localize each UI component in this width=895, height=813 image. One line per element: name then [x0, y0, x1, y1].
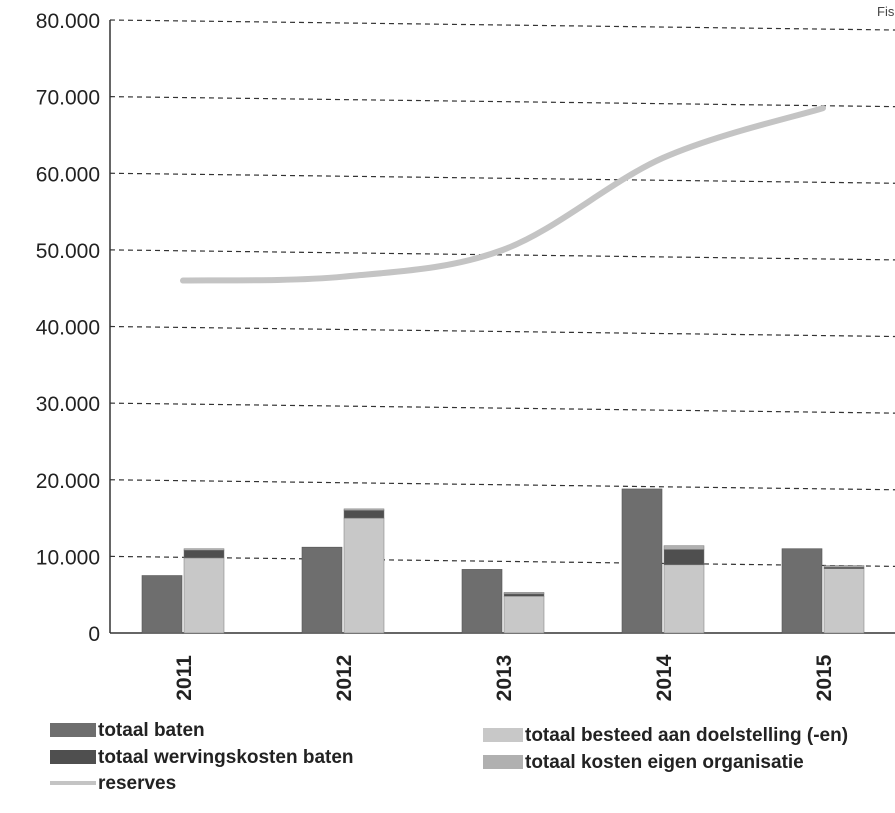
legend-swatch-totaal-baten [50, 723, 96, 737]
legend-label-reserves: reserves [98, 773, 176, 794]
x-tick-label: 2011 [173, 655, 196, 701]
y-tick-label: 10.000 [36, 546, 100, 569]
point-reserves [821, 106, 825, 110]
bar-totaal-wervingskosten-baten [663, 549, 705, 566]
bar-totaal-wervingskosten-baten [343, 510, 385, 519]
grid-layer [109, 19, 895, 634]
legend-label-totaal-besteed-aan-doelstelling-en: totaal besteed aan doelstelling (-en) [525, 725, 848, 746]
y-tick-label: 40.000 [36, 317, 100, 340]
bar-totaal-kosten-eigen-organisatie [823, 565, 865, 568]
gridline [109, 325, 895, 338]
y-tick-label: 60.000 [36, 163, 100, 186]
legend: totaal baten totaal wervingskosten baten r… [50, 720, 848, 794]
x-tick-label: 2014 [653, 654, 676, 701]
legend-swatch-totaal-wervingskosten-baten [50, 750, 96, 764]
bar-totaal-wervingskosten-baten [183, 549, 225, 559]
gridline [109, 172, 895, 184]
bar-layer [141, 488, 865, 634]
point-reserves [181, 279, 185, 283]
bar-totaal-baten [781, 548, 823, 634]
bar-totaal-kosten-eigen-organisatie [343, 508, 385, 511]
x-tick-label: 2015 [813, 654, 836, 701]
gridline [109, 555, 895, 567]
bar-totaal-baten [141, 575, 183, 634]
bar-totaal-besteed-aan-doelstelling-en [503, 595, 545, 634]
legend-label-totaal-baten: totaal baten [98, 720, 205, 741]
line-layer [180, 105, 826, 284]
point-reserves [501, 248, 505, 252]
gridline [109, 249, 895, 261]
legend-label-totaal-wervingskosten-baten: totaal wervingskosten baten [98, 747, 354, 768]
corner-text: Fis [877, 4, 895, 19]
gridline [109, 402, 895, 414]
legend-swatch-totaal-besteed-aan-doelstelling-en [483, 728, 523, 742]
x-tick-label: 2013 [493, 655, 516, 702]
x-tick-label: 2012 [333, 655, 356, 702]
x-axis-ticks: 2011 2012 2013 2014 2015 [173, 654, 836, 701]
legend-swatch-reserves [50, 781, 96, 785]
point-reserves [661, 156, 665, 160]
bar-totaal-baten [621, 488, 663, 634]
point-reserves [341, 275, 345, 279]
y-tick-label: 70.000 [36, 87, 100, 110]
gridline [109, 96, 895, 108]
y-tick-label: 30.000 [36, 393, 100, 416]
bar-totaal-besteed-aan-doelstelling-en [343, 517, 385, 634]
legend-label-totaal-kosten-eigen-organisatie: totaal kosten eigen organisatie [525, 752, 804, 773]
line-reserves [180, 105, 826, 284]
bar-totaal-baten [301, 546, 343, 634]
legend-swatch-totaal-kosten-eigen-organisatie [483, 755, 523, 769]
bar-totaal-baten [461, 569, 503, 634]
bar-totaal-kosten-eigen-organisatie [663, 545, 705, 550]
y-tick-label: 20.000 [36, 470, 100, 493]
bar-totaal-wervingskosten-baten [503, 593, 545, 597]
bar-totaal-besteed-aan-doelstelling-en [663, 564, 705, 634]
gridline [109, 479, 895, 491]
bar-totaal-kosten-eigen-organisatie [503, 592, 545, 595]
bar-totaal-besteed-aan-doelstelling-en [183, 557, 225, 634]
y-tick-label: 80.000 [36, 10, 100, 33]
y-tick-label: 50.000 [36, 240, 100, 263]
bar-totaal-besteed-aan-doelstelling-en [823, 568, 865, 634]
bar-totaal-kosten-eigen-organisatie [183, 548, 225, 551]
y-tick-label: 0 [88, 623, 100, 646]
gridline [109, 19, 895, 31]
y-axis-ticks: 0 10.000 20.000 30.000 40.000 50.000 60.000 70.… [36, 10, 100, 646]
